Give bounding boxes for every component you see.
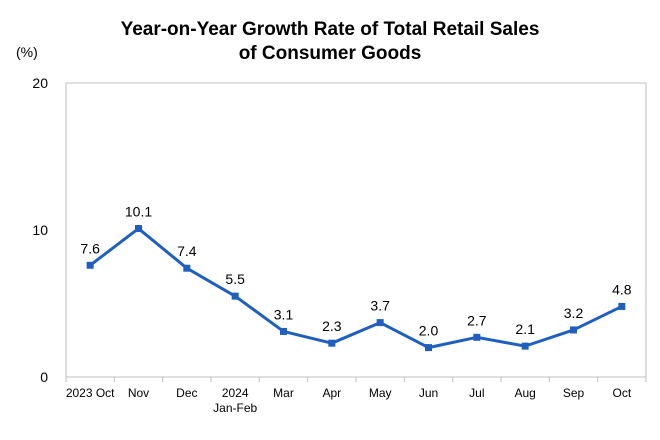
data-label: 10.1 (125, 204, 152, 220)
data-label: 3.2 (564, 305, 584, 321)
x-tick-label: Aug (514, 386, 535, 400)
data-label: 3.7 (370, 298, 390, 314)
data-label: 4.8 (612, 281, 632, 297)
data-point-marker (521, 342, 529, 350)
data-point-marker (86, 261, 94, 269)
x-tick-label: Jul (469, 386, 484, 400)
data-point-marker (328, 339, 336, 347)
data-point-marker (280, 327, 287, 335)
data-label: 7.4 (177, 243, 197, 259)
x-tick-label: Nov (128, 386, 149, 400)
data-label: 2.3 (322, 318, 342, 334)
data-label: 2.0 (419, 323, 439, 339)
x-tick-label: Jun (419, 386, 438, 400)
data-point-marker (135, 225, 142, 233)
y-tick-label: 10 (32, 222, 48, 238)
y-tick-label: 20 (32, 75, 48, 91)
x-tick-label: Dec (176, 386, 197, 400)
x-tick-label: Sep (563, 386, 585, 400)
x-tick-label: 2024 Jan-Feb (213, 386, 257, 415)
data-point-marker (618, 302, 626, 310)
data-label: 2.7 (467, 312, 487, 328)
x-tick-label: Mar (273, 386, 294, 400)
series-line (89, 227, 623, 350)
data-label: 2.1 (515, 321, 535, 337)
x-tick-label: Apr (322, 386, 341, 400)
y-axis-unit-label: (%) (16, 44, 38, 60)
data-point-marker (570, 326, 577, 334)
data-point-marker (376, 319, 384, 327)
data-label: 5.5 (225, 271, 245, 287)
data-point-marker (425, 344, 432, 352)
data-point-marker (231, 292, 239, 300)
x-tick-label: Oct (612, 386, 631, 400)
data-label: 7.6 (80, 240, 100, 256)
chart-title: Year-on-Year Growth Rate of Total Retail… (120, 19, 540, 40)
data-point-marker (183, 264, 191, 272)
y-tick-label: 0 (40, 369, 48, 385)
data-point-marker (473, 333, 481, 341)
x-tick-label: 2023 Oct (66, 386, 115, 400)
data-label: 3.1 (274, 306, 294, 322)
x-tick-label: May (369, 386, 392, 400)
chart-subtitle: of Consumer Goods (238, 43, 422, 64)
chart-title-block: Year-on-Year Growth Rate of Total Retail… (0, 18, 660, 66)
